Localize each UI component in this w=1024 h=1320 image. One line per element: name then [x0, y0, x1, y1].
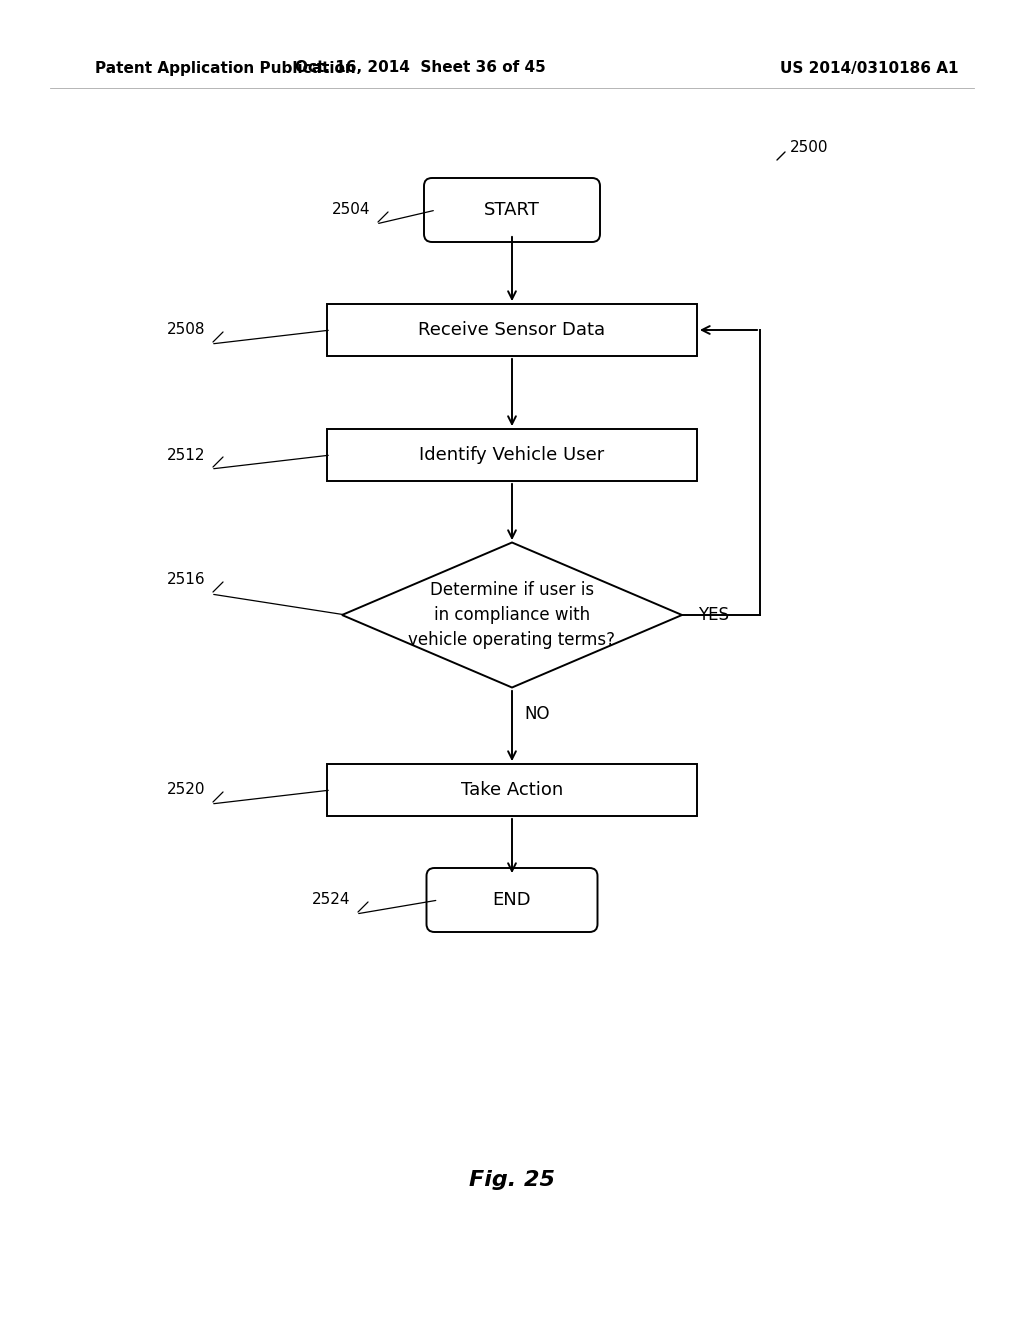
- Bar: [327, 764, 697, 816]
- Bar: [327, 304, 697, 356]
- Text: START: START: [484, 201, 540, 219]
- Text: YES: YES: [698, 606, 729, 624]
- Text: Determine if user is
in compliance with
vehicle operating terms?: Determine if user is in compliance with …: [409, 581, 615, 649]
- FancyBboxPatch shape: [424, 178, 600, 242]
- Text: Take Action: Take Action: [461, 781, 563, 799]
- Text: Fig. 25: Fig. 25: [469, 1170, 555, 1191]
- Text: 2512: 2512: [167, 447, 205, 462]
- Text: 2508: 2508: [167, 322, 205, 338]
- Text: Identify Vehicle User: Identify Vehicle User: [420, 446, 604, 465]
- Text: Receive Sensor Data: Receive Sensor Data: [419, 321, 605, 339]
- FancyBboxPatch shape: [427, 869, 597, 932]
- Text: US 2014/0310186 A1: US 2014/0310186 A1: [780, 61, 958, 75]
- Text: 2524: 2524: [311, 892, 350, 908]
- Text: END: END: [493, 891, 531, 909]
- Bar: [327, 429, 697, 480]
- Text: 2504: 2504: [332, 202, 370, 218]
- Text: NO: NO: [524, 705, 550, 723]
- Text: 2520: 2520: [167, 783, 205, 797]
- Polygon shape: [342, 543, 682, 688]
- Text: 2516: 2516: [166, 573, 205, 587]
- Text: 2500: 2500: [790, 140, 828, 156]
- Text: Oct. 16, 2014  Sheet 36 of 45: Oct. 16, 2014 Sheet 36 of 45: [295, 61, 546, 75]
- Text: Patent Application Publication: Patent Application Publication: [95, 61, 355, 75]
